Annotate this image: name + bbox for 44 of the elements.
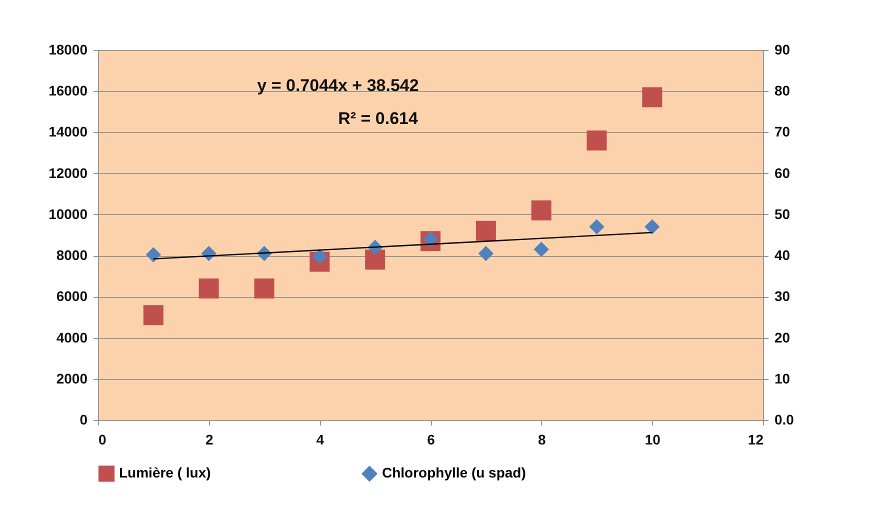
y-tick-label: 14000 [48, 124, 88, 140]
x-tick-label: 10 [644, 432, 661, 448]
y2-tick-label: 10 [774, 370, 790, 386]
legend-label: Chlorophylle (u spad) [382, 464, 526, 481]
y-tick-label: 16000 [48, 82, 88, 99]
y2-tick-label: 90 [774, 42, 790, 58]
y2-tick-label: 60 [774, 164, 790, 181]
y2-tick-label: 70 [774, 124, 790, 140]
y-tick-label: 12000 [48, 164, 88, 181]
y2-tick-label: 0.0 [774, 412, 794, 428]
y2-tick-label: 50 [774, 206, 790, 222]
point [478, 246, 494, 262]
point [534, 242, 549, 257]
x-tick-label: 0 [98, 432, 106, 448]
x-tick-label: 12 [748, 432, 764, 448]
point [198, 278, 219, 298]
x-tick-label: 8 [538, 432, 546, 448]
y2-tick-label: 30 [774, 288, 790, 304]
point [476, 220, 496, 241]
point [644, 219, 660, 234]
y2-tick-label: 40 [774, 247, 790, 264]
x-tick-label: 2 [205, 432, 214, 448]
y2-tick-label: 80 [774, 82, 790, 99]
legend-label: Lumière ( lux) [119, 464, 211, 481]
y-tick-label: 8000 [56, 247, 88, 264]
point [531, 200, 552, 220]
y-tick-label: 10000 [48, 206, 88, 222]
y-tick-label: 0 [80, 412, 88, 428]
point [365, 250, 386, 270]
annotation: R² = 0.614 [338, 109, 418, 128]
point [143, 305, 164, 326]
y-tick-label: 2000 [56, 370, 88, 386]
point [642, 87, 662, 108]
y2-tick-label: 20 [774, 329, 790, 346]
y-tick-label: 18000 [48, 42, 88, 58]
point [589, 219, 604, 234]
point [254, 278, 274, 298]
x-tick-label: 4 [316, 432, 324, 448]
point [146, 247, 161, 262]
y-tick-label: 6000 [56, 288, 88, 304]
x-tick-label: 6 [427, 432, 436, 448]
point [586, 130, 607, 150]
annotation: y = 0.7044x + 38.542 [257, 76, 419, 95]
y-tick-label: 4000 [56, 329, 88, 346]
